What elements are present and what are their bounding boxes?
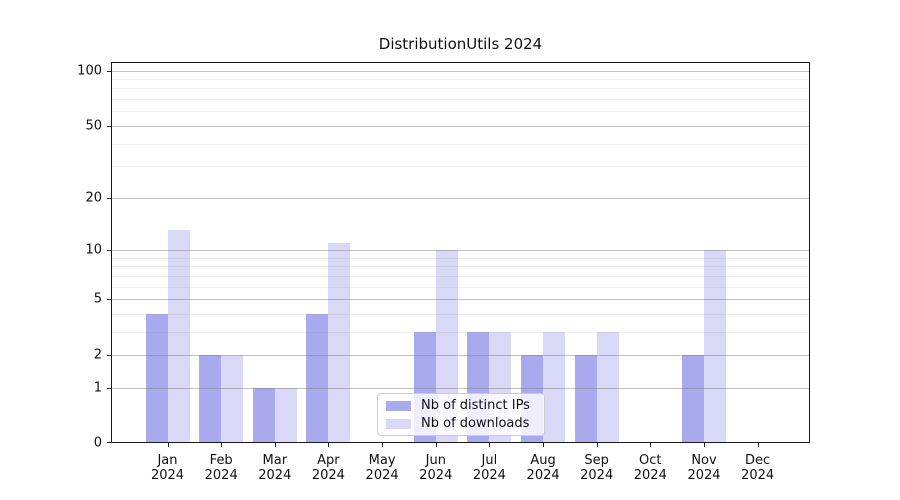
x-tick-label: Sep 2024 bbox=[580, 453, 614, 483]
legend-swatch-downloads bbox=[386, 418, 411, 429]
y-tick-label: 20 bbox=[85, 190, 102, 206]
x-tick-label-year: 2024 bbox=[687, 468, 721, 483]
y-tick-label: 10 bbox=[85, 242, 102, 258]
x-tick bbox=[328, 443, 330, 447]
x-tick-label-year: 2024 bbox=[311, 468, 345, 483]
bar-distinct-ips bbox=[682, 355, 704, 443]
bar-distinct-ips bbox=[252, 387, 275, 443]
gridline-major bbox=[111, 125, 810, 127]
gridline-minor bbox=[111, 99, 810, 101]
gridline-major bbox=[111, 70, 810, 72]
x-tick-label: Aug 2024 bbox=[526, 453, 560, 483]
legend-label-downloads: Nb of downloads bbox=[421, 416, 530, 431]
x-tick-label: Mar 2024 bbox=[258, 453, 292, 483]
x-tick-label-year: 2024 bbox=[526, 468, 560, 483]
y-tick bbox=[107, 197, 111, 199]
x-tick bbox=[489, 443, 491, 447]
x-tick-label: Dec 2024 bbox=[741, 453, 775, 483]
x-tick-label-year: 2024 bbox=[258, 468, 292, 483]
bar-distinct-ips bbox=[574, 355, 597, 443]
y-tick bbox=[107, 250, 111, 251]
y-tick bbox=[107, 355, 111, 357]
bar-downloads bbox=[543, 331, 566, 443]
gridline-minor bbox=[111, 166, 810, 168]
y-tick-label: 5 bbox=[93, 291, 102, 307]
plot-area: 0 1 2 5 10 20 50 100 Jan 2024 Feb 2024 Mar 2024 Apr 202… bbox=[77, 62, 810, 483]
gridline-minor bbox=[111, 79, 810, 80]
x-tick-label-year: 2024 bbox=[472, 468, 506, 483]
x-tick-label-year: 2024 bbox=[150, 468, 185, 483]
x-tick-label: Nov 2024 bbox=[687, 453, 721, 483]
x-tick-label-year: 2024 bbox=[419, 468, 453, 483]
x-tick bbox=[274, 443, 276, 447]
y-tick-label: 1 bbox=[93, 380, 102, 396]
x-tick-label-year: 2024 bbox=[633, 468, 667, 483]
x-tick bbox=[543, 443, 545, 447]
y-tick bbox=[107, 387, 111, 389]
x-tick-label-year: 2024 bbox=[204, 468, 238, 483]
x-tick-label: Jan 2024 bbox=[150, 453, 185, 483]
x-tick bbox=[167, 443, 169, 447]
x-tick bbox=[382, 443, 384, 447]
x-tick-label-year: 2024 bbox=[580, 468, 614, 483]
legend-item-distinct-ips: Nb of distinct IPs bbox=[386, 398, 536, 413]
y-tick bbox=[107, 442, 111, 443]
x-tick bbox=[221, 443, 223, 447]
bar-downloads bbox=[221, 355, 244, 443]
bar-downloads bbox=[596, 331, 619, 443]
x-tick-label: May 2024 bbox=[365, 453, 399, 483]
legend-swatch-distinct-ips bbox=[386, 400, 411, 411]
y-tick bbox=[107, 299, 111, 300]
x-tick-label: Oct 2024 bbox=[633, 453, 667, 483]
x-tick bbox=[650, 443, 652, 447]
bar-distinct-ips bbox=[306, 313, 329, 443]
gridline-minor bbox=[111, 88, 810, 90]
legend: Nb of distinct IPs Nb of downloads bbox=[377, 393, 545, 436]
x-tick bbox=[435, 443, 437, 447]
x-tick-label: Apr 2024 bbox=[311, 453, 345, 483]
bar-distinct-ips bbox=[199, 355, 222, 443]
x-tick-label: Jun 2024 bbox=[419, 453, 453, 483]
y-tick bbox=[107, 125, 111, 127]
x-tick-label: Feb 2024 bbox=[204, 453, 238, 483]
y-tick-label: 50 bbox=[85, 118, 102, 134]
bar-distinct-ips bbox=[145, 313, 168, 443]
legend-item-downloads: Nb of downloads bbox=[386, 416, 536, 431]
legend-label-distinct-ips: Nb of distinct IPs bbox=[421, 398, 530, 413]
gridline-major bbox=[111, 197, 810, 199]
bar-downloads bbox=[274, 387, 297, 443]
y-tick-label: 2 bbox=[93, 347, 102, 363]
gridline-minor bbox=[111, 143, 810, 145]
bar-downloads bbox=[704, 250, 726, 443]
gridline-minor bbox=[111, 111, 810, 113]
bar-downloads bbox=[167, 230, 190, 443]
y-tick bbox=[107, 70, 111, 72]
y-tick-label: 0 bbox=[93, 435, 102, 451]
x-tick bbox=[596, 443, 598, 447]
bar-downloads bbox=[328, 242, 351, 443]
chart-title: DistributionUtils 2024 bbox=[378, 35, 543, 53]
x-tick-label-year: 2024 bbox=[365, 468, 399, 483]
x-tick bbox=[757, 443, 759, 447]
x-tick bbox=[704, 443, 705, 447]
x-tick-label-year: 2024 bbox=[741, 468, 775, 483]
x-tick-label: Jul 2024 bbox=[472, 453, 506, 483]
y-tick-label: 100 bbox=[77, 63, 102, 79]
